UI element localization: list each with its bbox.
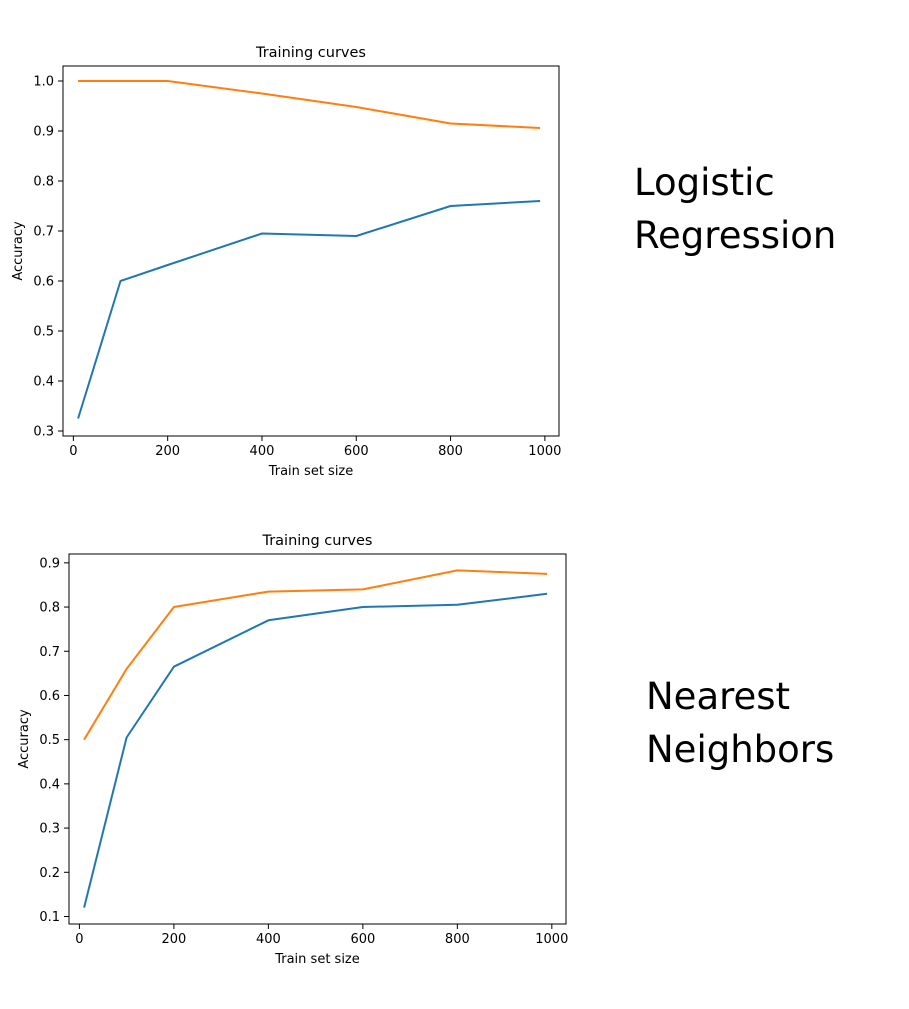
x-tick-label: 600: [344, 444, 369, 459]
y-tick-label: 0.9: [33, 125, 54, 140]
series-line-2: [83, 569, 548, 741]
y-axis-label: Accuracy: [17, 709, 32, 769]
y-tick-label: 1.0: [33, 75, 54, 90]
chart-1: Training curves 0 200 400 600 800 1000 0.3 0.4 0.…: [11, 45, 561, 479]
side-label-line-2: Neighbors: [646, 728, 835, 771]
y-tick-label: 0.3: [39, 822, 60, 837]
x-tick-label: 200: [155, 444, 180, 459]
y-tick-label: 0.8: [39, 601, 60, 616]
x-tick-label: 1000: [535, 932, 568, 947]
series-line-1: [83, 592, 548, 908]
x-tick-label: 600: [350, 932, 375, 947]
y-tick-label: 0.7: [39, 645, 60, 660]
y-tick-label: 0.2: [39, 866, 60, 881]
side-label-line-2: Regression: [634, 214, 837, 257]
series-line-1: [77, 200, 541, 419]
y-tick-label: 0.5: [39, 733, 60, 748]
y-axis-label: Accuracy: [11, 221, 26, 281]
side-label-line-1: Logistic: [634, 161, 775, 204]
x-tick-label: 800: [438, 444, 463, 459]
x-tick-label: 400: [250, 444, 275, 459]
side-label-line-1: Nearest: [646, 675, 791, 718]
chart-2: Training curves 0 200 400 600 800 1000 0.1 0.2 0.…: [17, 533, 568, 967]
x-tick-label: 0: [69, 444, 77, 459]
y-tick-label: 0.3: [33, 425, 54, 440]
x-tick-label: 1000: [528, 444, 561, 459]
y-tick-label: 0.6: [33, 275, 54, 290]
y-tick-label: 0.5: [33, 325, 54, 340]
y-tick-label: 0.4: [39, 777, 60, 792]
chart-title: Training curves: [255, 45, 366, 61]
x-axis-label: Train set size: [274, 952, 360, 967]
x-axis-label: Train set size: [268, 464, 354, 479]
series-line-2: [78, 80, 541, 129]
y-tick-label: 0.7: [33, 225, 54, 240]
x-tick-label: 400: [256, 932, 281, 947]
y-tick-label: 0.1: [39, 910, 60, 925]
x-tick-label: 200: [161, 932, 186, 947]
plot-frame: [62, 65, 560, 437]
y-tick-label: 0.9: [39, 556, 60, 571]
y-tick-label: 0.4: [33, 375, 54, 390]
plot-frame: [68, 553, 567, 925]
side-label-nearest-neighbors: Nearest Neighbors: [646, 670, 834, 776]
y-tick-label: 0.8: [33, 175, 54, 190]
y-tick-label: 0.6: [39, 689, 60, 704]
x-tick-label: 0: [75, 932, 83, 947]
chart-title: Training curves: [261, 533, 372, 549]
x-tick-label: 800: [445, 932, 470, 947]
side-label-logistic-regression: Logistic Regression: [634, 156, 836, 262]
